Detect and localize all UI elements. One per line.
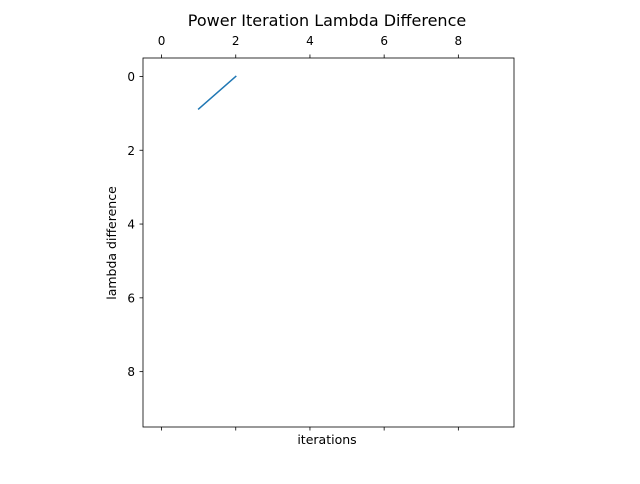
x-tick-label: 0 [158,34,166,48]
x-axis-label: iterations [297,432,356,447]
y-axis-label: lambda difference [104,186,119,300]
x-tick-label: 4 [306,34,314,48]
plot-area [142,57,515,428]
series-layer [197,75,237,110]
y-tick-label: 8 [127,365,135,379]
y-tick-label: 4 [127,218,135,232]
ticks-layer: 0 2 4 6 8 0 2 4 6 8 [127,34,462,431]
y-tick-label: 0 [127,70,135,84]
x-tick-label: 2 [232,34,240,48]
x-tick-label: 8 [455,34,463,48]
chart-title: Power Iteration Lambda Difference [188,11,466,30]
y-tick-label: 6 [127,291,135,305]
x-tick-label: 6 [380,34,388,48]
y-tick-label: 2 [127,144,135,158]
series-line [197,75,237,110]
